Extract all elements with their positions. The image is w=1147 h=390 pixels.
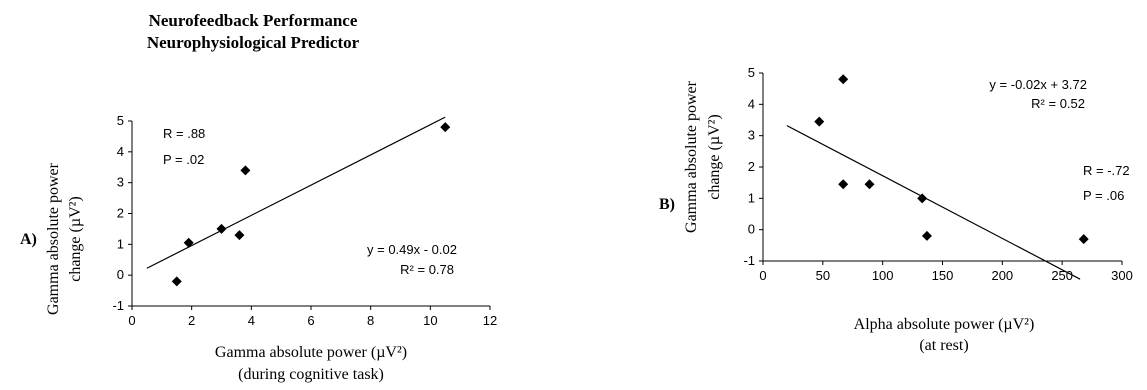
panel-a-y-tick-label: 2 bbox=[117, 206, 124, 221]
panel-b-r-value: R = -.72 bbox=[1083, 163, 1130, 178]
panel-b-y-tick-label: 0 bbox=[748, 222, 755, 237]
panel-b-label: B) bbox=[659, 196, 675, 213]
panel-b-data-point bbox=[864, 179, 875, 190]
panel-a-y-tick-label: 4 bbox=[117, 144, 124, 159]
panel-a-data-point bbox=[183, 237, 194, 248]
panel-a-data-point bbox=[240, 165, 251, 176]
panel-b-x-tick-label: 300 bbox=[1111, 268, 1133, 283]
panel-b-x-tick-label: 150 bbox=[932, 268, 954, 283]
panel-b-p-value: P = .06 bbox=[1083, 188, 1124, 203]
panel-b-y-tick-label: 3 bbox=[748, 128, 755, 143]
panel-a-x-title-line1: Gamma absolute power (µV²) bbox=[215, 344, 407, 361]
panel-b-data-point bbox=[814, 116, 825, 127]
panel-a-x-tick-label: 4 bbox=[248, 313, 255, 328]
panel-b-y-title-line2: change (µV²) bbox=[706, 114, 723, 200]
panel-a-x-tick-label: 10 bbox=[423, 313, 437, 328]
panel-a-y-tick-label: 1 bbox=[117, 236, 124, 251]
panel-a-y-tick-label: 3 bbox=[117, 175, 124, 190]
panel-a-x-tick-label: 2 bbox=[188, 313, 195, 328]
chart-panel-a: A) Gamma absolute power change (µV²) Gam… bbox=[20, 113, 497, 383]
panel-a-equation: y = 0.49x - 0.02 bbox=[367, 242, 457, 257]
panel-b-y-tick-label: 4 bbox=[748, 96, 755, 111]
panel-a-y-title-line1: Gamma absolute power bbox=[45, 162, 62, 315]
panel-b-r-squared: R² = 0.52 bbox=[1031, 96, 1085, 111]
panel-b-x-title-line2: (at rest) bbox=[919, 337, 968, 354]
panel-a-y-title-line2: change (µV²) bbox=[67, 196, 84, 282]
panel-b-y-tick-label: 2 bbox=[748, 159, 755, 174]
panel-a-data-point bbox=[234, 230, 245, 241]
panel-b-x-tick-label: 0 bbox=[759, 268, 766, 283]
panel-a-r-value: R = .88 bbox=[163, 126, 205, 141]
panel-a-trendline bbox=[146, 116, 446, 269]
panel-a-x-tick-label: 0 bbox=[128, 313, 135, 328]
panel-a-data-point bbox=[171, 276, 182, 287]
panel-b-x-tick-label: 100 bbox=[872, 268, 894, 283]
panel-b-x-tick-label: 50 bbox=[816, 268, 830, 283]
panel-b-x-title-line1: Alpha absolute power (µV²) bbox=[854, 316, 1035, 333]
figure-title-line1: Neurofeedback Performance bbox=[149, 11, 358, 30]
panel-a-y-tick-label: -1 bbox=[112, 298, 124, 313]
panel-b-y-tick-label: -1 bbox=[743, 253, 755, 268]
panel-b-equation: y = -0.02x + 3.72 bbox=[989, 77, 1087, 92]
panel-a-x-tick-label: 6 bbox=[307, 313, 314, 328]
chart-panel-b: B) Gamma absolute power change (µV²) Alp… bbox=[659, 65, 1133, 354]
panel-b-y-tick-label: 1 bbox=[748, 190, 755, 205]
panel-a-y-tick-label: 5 bbox=[117, 113, 124, 128]
panel-a-r-squared: R² = 0.78 bbox=[400, 262, 454, 277]
panel-b-trendline bbox=[786, 125, 1081, 280]
panel-a-x-tick-label: 12 bbox=[483, 313, 497, 328]
panel-a-y-tick-label: 0 bbox=[117, 267, 124, 282]
panel-b-data-point bbox=[838, 74, 849, 85]
panel-b-x-tick-label: 200 bbox=[991, 268, 1013, 283]
panel-a-data-point bbox=[440, 122, 451, 133]
panel-a-label: A) bbox=[20, 231, 37, 248]
panel-a-x-tick-label: 8 bbox=[367, 313, 374, 328]
panel-b-x-tick-label: 250 bbox=[1051, 268, 1073, 283]
panel-b-data-point bbox=[838, 179, 849, 190]
panel-a-data-point bbox=[216, 223, 227, 234]
panel-b-data-point bbox=[1078, 234, 1089, 245]
panel-a-p-value: P = .02 bbox=[163, 152, 204, 167]
figure-title-line2: Neurophysiological Predictor bbox=[147, 33, 360, 52]
panel-b-data-point bbox=[921, 230, 932, 241]
panel-b-y-title-line1: Gamma absolute power bbox=[683, 80, 700, 233]
panel-b-data-point bbox=[917, 193, 928, 204]
panel-a-x-title-line2: (during cognitive task) bbox=[238, 366, 384, 383]
panel-b-y-tick-label: 5 bbox=[748, 65, 755, 80]
